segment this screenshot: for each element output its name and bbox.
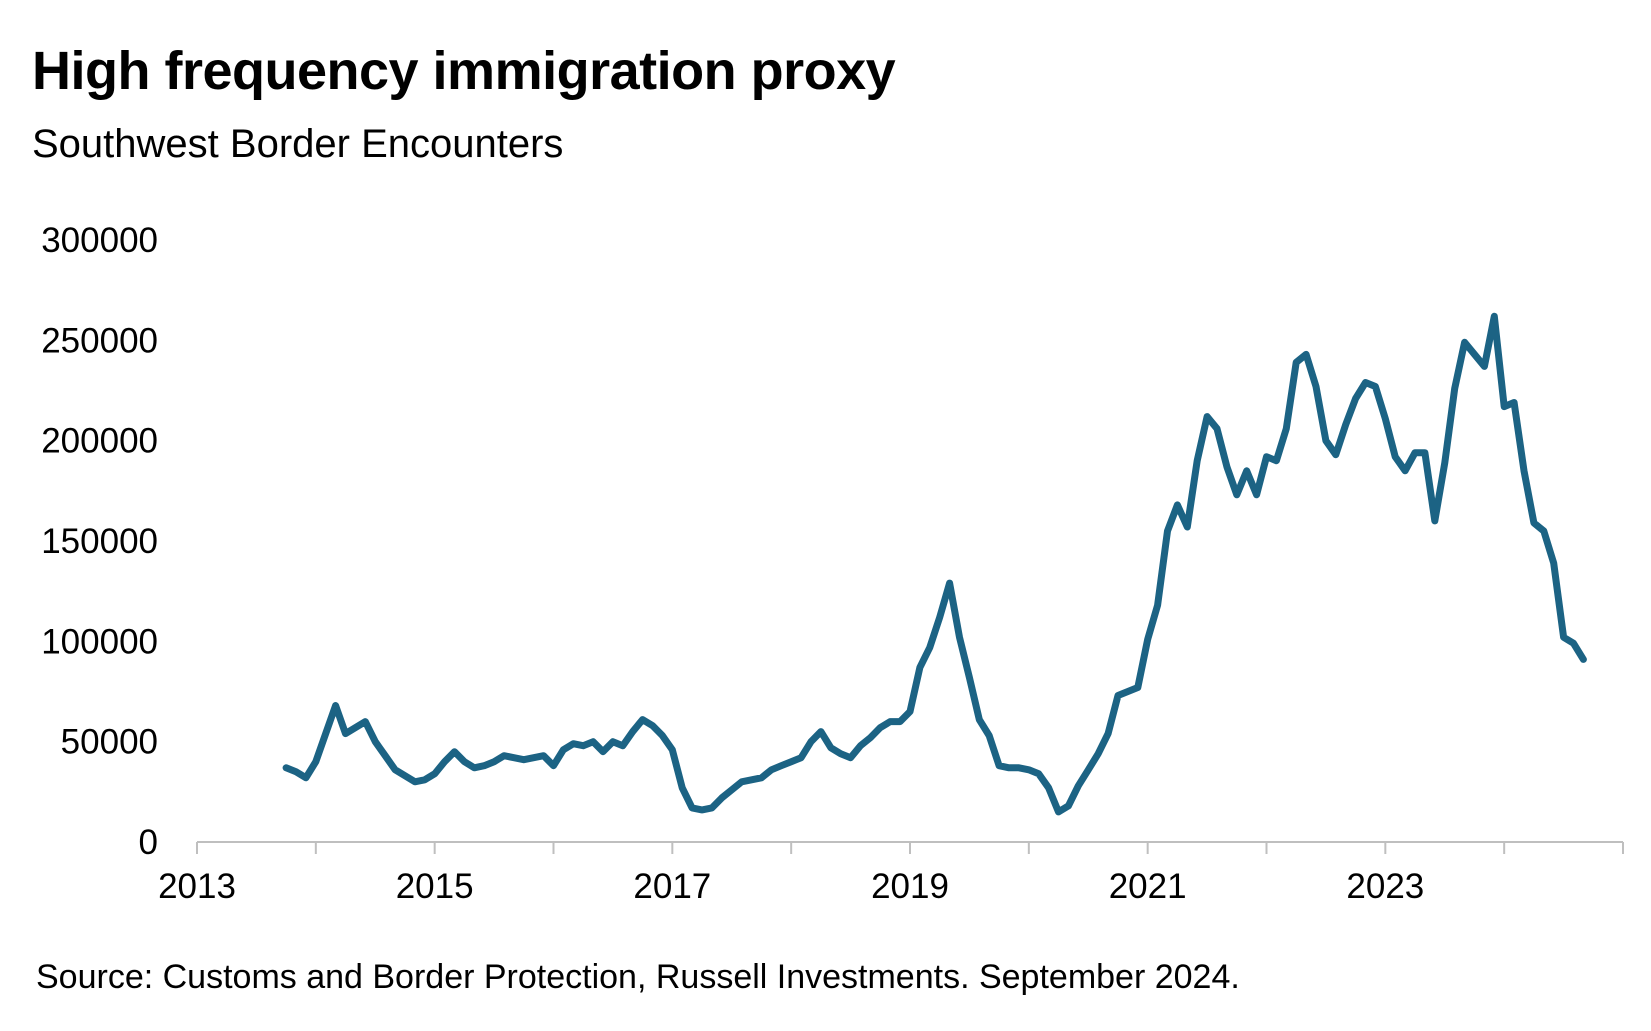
source-note: Source: Customs and Border Protection, R… [36,958,1240,996]
x-tick-label: 2015 [396,867,474,906]
x-tick-label: 2013 [158,867,236,906]
y-tick-label: 50000 [61,723,158,762]
x-tick-label: 2017 [633,867,711,906]
y-tick-label: 0 [139,823,158,862]
chart-title: High frequency immigration proxy [32,41,896,101]
series-line [282,312,1587,816]
series-group [282,312,1587,816]
y-tick-label: 100000 [41,622,158,661]
x-tick-label: 2023 [1346,867,1424,906]
y-axis-tick-labels: 0 50000 100000 150000 200000 250000 300000 [41,221,158,862]
y-tick-label: 200000 [41,422,158,461]
x-tick-label: 2019 [871,867,949,906]
y-tick-label: 300000 [41,221,158,260]
y-tick-label: 250000 [41,321,158,360]
x-axis-ticks: 2013 2015 2017 2019 2021 2023 [158,842,1624,906]
y-tick-label: 150000 [41,522,158,561]
x-tick-label: 2021 [1109,867,1187,906]
chart-subtitle: Southwest Border Encounters [32,122,564,166]
